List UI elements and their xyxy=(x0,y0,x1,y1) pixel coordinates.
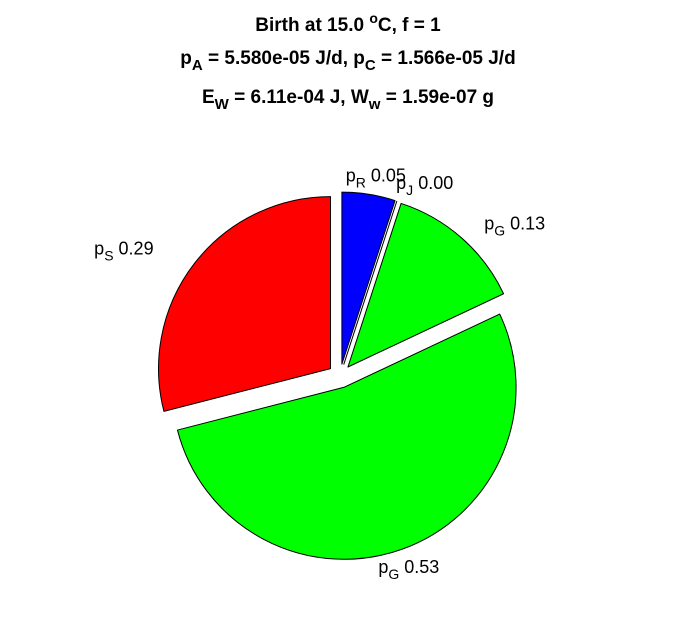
title-line-3: EW = 6.11e-04 J, Ww = 1.59e-07 g xyxy=(202,87,494,113)
chart-title: Birth at 15.0 oC, f = 1 pA = 5.580e-05 J/… xyxy=(180,10,515,113)
pie-slice-5 xyxy=(158,196,332,412)
title-line-2: pA = 5.580e-05 J/d, pC = 1.566e-05 J/d xyxy=(180,48,515,74)
pie-label-1: pR 0.05 xyxy=(346,166,406,191)
pie-label-5: pS 0.29 xyxy=(94,239,153,264)
pie-label-2: pJ 0.00 xyxy=(396,173,453,198)
pie-label-4: pG 0.53 xyxy=(378,557,439,582)
pie-slice-1 xyxy=(341,191,396,365)
title-line-1: Birth at 15.0 oC, f = 1 xyxy=(255,10,441,36)
pie-slice-3 xyxy=(347,202,505,368)
pie-slice-4 xyxy=(176,313,517,560)
pie-slices xyxy=(158,191,517,560)
pie-label-3: pG 0.13 xyxy=(484,214,545,239)
pie-slice-2 xyxy=(343,200,398,365)
